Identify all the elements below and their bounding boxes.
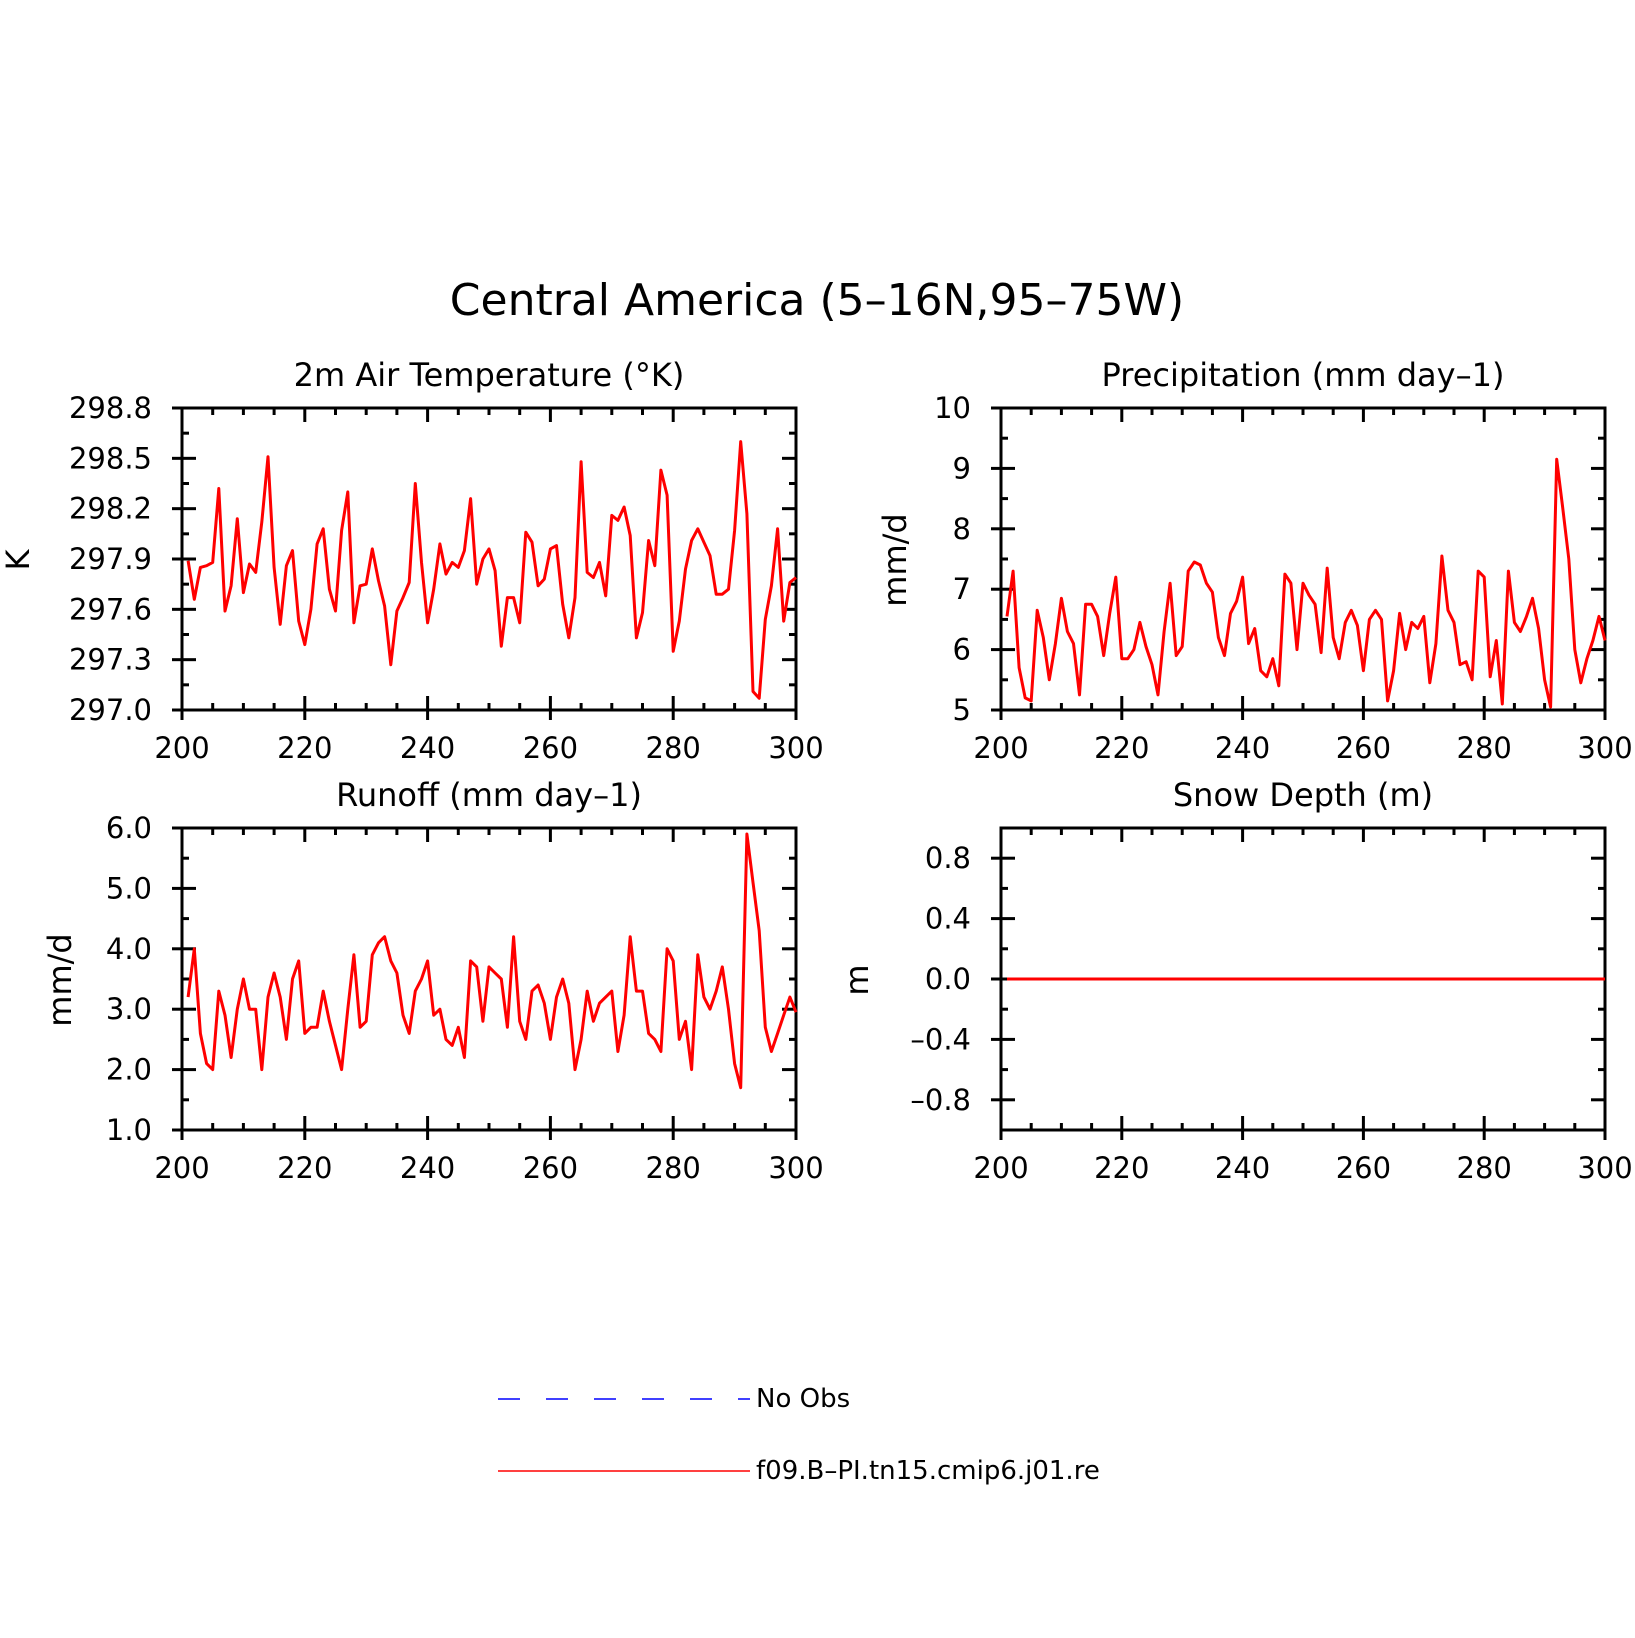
y-tick-label: 9 [953,451,971,485]
x-tick-label: 200 [973,1151,1028,1185]
y-tick-label: 297.3 [69,643,152,677]
panels-container: 2m Air Temperature (°K) K 200 220 240 260 280 3… [0,356,1633,1185]
panel-title: Runoff (mm day–1) [336,776,642,814]
y-tick-label: –0.8 [910,1083,971,1117]
y-tick-label: 297.6 [69,592,152,626]
x-tick-label: 200 [154,731,209,765]
y-tick-label: 1.0 [106,1113,152,1147]
x-tick-label: 280 [646,731,701,765]
x-tick-label: 220 [277,1151,332,1185]
panel-title: Precipitation (mm day–1) [1102,356,1505,394]
chart-panel: Precipitation (mm day–1) mm/d 200 220 240 260… [876,356,1633,765]
y-tick-label: 3.0 [106,992,152,1026]
y-tick-label: 0.8 [925,841,971,875]
y-tick-label: 298.2 [69,492,152,526]
series-line [186,440,797,700]
series-line [186,832,798,1090]
legend: No Obs f09.B–PI.tn15.cmip6.j01.re [498,1384,1100,1486]
plot-frame [999,406,1607,712]
x-tick-label: 280 [1457,731,1512,765]
x-tick-label: 300 [1577,731,1632,765]
x-tick-label: 240 [400,1151,455,1185]
legend-label: No Obs [756,1384,850,1414]
panel-title: 2m Air Temperature (°K) [294,356,685,394]
y-tick-label: 5 [953,693,971,727]
legend-label: f09.B–PI.tn15.cmip6.j01.re [756,1456,1100,1486]
x-tick-label: 260 [523,1151,578,1185]
chart-panel: 2m Air Temperature (°K) K 200 220 240 260 280 3… [0,356,824,765]
x-tick-label: 300 [768,1151,823,1185]
panel-title: Snow Depth (m) [1173,776,1433,814]
x-tick-label: 220 [1094,1151,1149,1185]
chart-panel: Runoff (mm day–1) mm/d 200 220 240 260 280 300 1… [41,776,824,1185]
x-tick-label: 240 [1215,1151,1270,1185]
y-axis-label: mm/d [876,513,914,606]
x-tick-label: 200 [154,1151,209,1185]
y-axis-label: m [838,964,876,995]
y-axis-label: mm/d [41,933,79,1026]
chart-panel: Snow Depth (m) m 200 220 240 260 280 300 –0.8 –0.… [838,776,1633,1185]
x-tick-label: 200 [973,731,1028,765]
y-tick-label: 2.0 [106,1053,152,1087]
y-tick-label: 298.5 [69,441,152,475]
y-tick-label: 8 [953,512,971,546]
x-tick-label: 220 [277,731,332,765]
y-tick-label: 297.0 [69,693,152,727]
series-line [1005,457,1607,709]
x-tick-label: 260 [523,731,578,765]
x-tick-label: 300 [768,731,823,765]
y-tick-label: 6 [953,633,971,667]
y-tick-label: 297.9 [69,542,152,576]
y-tick-label: 10 [934,391,971,425]
x-tick-label: 220 [1094,731,1149,765]
x-tick-label: 280 [1457,1151,1512,1185]
figure-title: Central America (5–16N,95–75W) [450,275,1184,326]
x-tick-label: 240 [400,731,455,765]
y-tick-label: 6.0 [106,811,152,845]
y-tick-label: 4.0 [106,932,152,966]
y-tick-label: 298.8 [69,391,152,425]
y-axis-label: K [0,548,37,570]
x-tick-label: 260 [1336,731,1391,765]
y-tick-label: 0.4 [925,902,971,936]
x-tick-label: 240 [1215,731,1270,765]
y-tick-label: 5.0 [106,871,152,905]
y-tick-label: 7 [953,572,971,606]
x-tick-label: 300 [1577,1151,1632,1185]
y-tick-label: –0.4 [910,1022,971,1056]
y-tick-label: 0.0 [925,962,971,996]
x-tick-label: 260 [1336,1151,1391,1185]
x-tick-label: 280 [646,1151,701,1185]
